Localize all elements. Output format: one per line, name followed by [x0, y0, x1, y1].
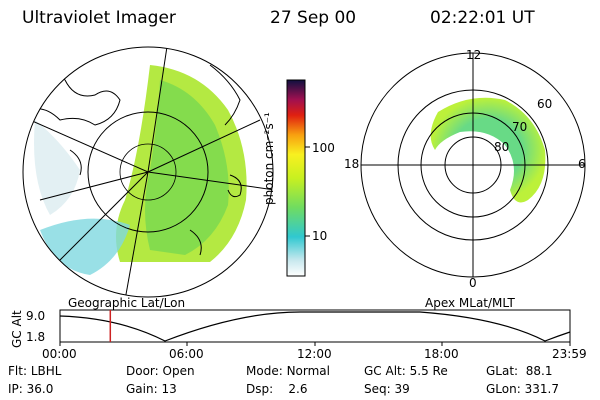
image-date: 27 Sep 00	[270, 8, 357, 28]
timeline-ytick-min: 1.8	[26, 330, 46, 344]
magnetic-polar-plot	[360, 52, 586, 278]
info-gcalt: GC Alt: 5.5 Re	[364, 364, 448, 378]
mlt-label-12: 12	[466, 48, 482, 62]
timeline-xtick-0600: 06:00	[169, 347, 204, 361]
ip-value: 36.0	[26, 382, 54, 396]
timeline-xtick-2359: 23:59	[552, 347, 587, 361]
geographic-map	[29, 47, 273, 297]
info-glon: GLon: 331.7	[486, 382, 559, 396]
colorbar-tick-10: 10	[312, 229, 328, 243]
gcalt-label: GC Alt:	[364, 364, 406, 378]
glat-label: GLat:	[486, 364, 519, 378]
colorbar	[286, 79, 306, 277]
glat-value: 88.1	[525, 364, 553, 378]
glon-value: 331.7	[524, 382, 559, 396]
mlat-label-60: 60	[537, 97, 553, 111]
mode-value: Normal	[286, 364, 330, 378]
mlt-label-6: 6	[578, 157, 586, 171]
ip-label: IP:	[8, 382, 23, 396]
flt-value: LBHL	[30, 364, 62, 378]
colorbar-tick-100: 100	[312, 141, 335, 155]
timeline-xtick-1800: 18:00	[424, 347, 459, 361]
mode-label: Mode:	[246, 364, 283, 378]
timeline-ylabel: GC Alt	[10, 310, 24, 348]
info-dsp: Dsp: 2.6	[246, 382, 308, 396]
door-value: Open	[162, 364, 195, 378]
glon-label: GLon:	[486, 382, 521, 396]
timeline-xtick-0000: 00:00	[42, 347, 77, 361]
info-ip: IP: 36.0	[8, 382, 53, 396]
timeline-ytick-max: 9.0	[26, 309, 46, 323]
info-door: Door: Open	[126, 364, 195, 378]
right-panel-caption: Apex MLat/MLT	[425, 296, 515, 310]
gain-label: Gain:	[126, 382, 158, 396]
info-gain: Gain: 13	[126, 382, 177, 396]
app-title: Ultraviolet Imager	[22, 8, 176, 28]
info-flt: Flt: LBHL	[8, 364, 61, 378]
seq-value: 39	[394, 382, 410, 396]
altitude-curve	[59, 311, 571, 342]
dsp-value: 2.6	[288, 382, 308, 396]
info-glat: GLat: 88.1	[486, 364, 552, 378]
orbit-altitude-plot	[59, 309, 571, 346]
door-label: Door:	[126, 364, 159, 378]
image-time: 02:22:01 UT	[430, 8, 535, 28]
mlat-label-70: 70	[512, 120, 528, 134]
mlt-label-18: 18	[344, 157, 360, 171]
dsp-label: Dsp:	[246, 382, 274, 396]
gcalt-value: 5.5 Re	[409, 364, 448, 378]
info-seq: Seq: 39	[364, 382, 410, 396]
gain-value: 13	[161, 382, 177, 396]
colorbar-unit-label: photon cm⁻²s⁻¹	[262, 112, 276, 205]
info-mode: Mode: Normal	[246, 364, 330, 378]
coastlines	[29, 64, 242, 256]
auroral-oval	[430, 97, 546, 203]
mlt-label-0: 0	[469, 276, 477, 290]
seq-label: Seq:	[364, 382, 391, 396]
left-panel-caption: Geographic Lat/Lon	[68, 296, 186, 310]
timeline-xtick-1200: 12:00	[297, 347, 332, 361]
flt-label: Flt:	[8, 364, 27, 378]
mlat-label-80: 80	[494, 140, 510, 154]
